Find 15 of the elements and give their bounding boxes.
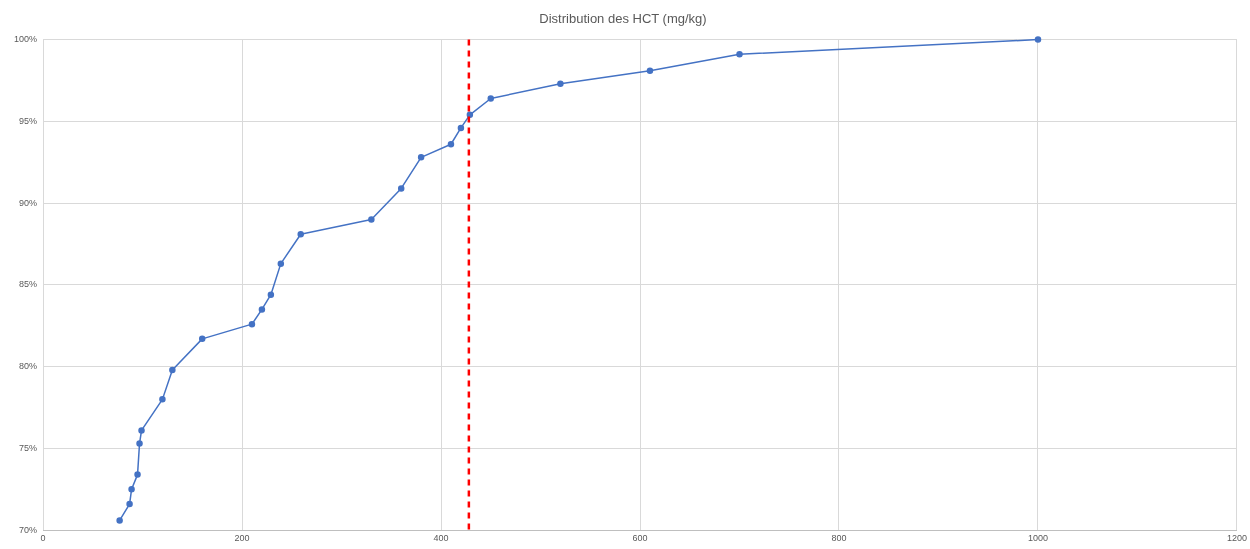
y-tick-label: 80% (19, 361, 38, 372)
x-tick-label: 0 (40, 533, 46, 544)
x-tick-label: 800 (831, 533, 847, 544)
y-tick-label: 95% (19, 115, 38, 126)
x-tick-label: 1000 (1027, 533, 1049, 544)
y-tick-label: 85% (19, 279, 38, 290)
y-tick-label: 75% (19, 442, 38, 453)
y-tick-label: 70% (19, 524, 38, 535)
x-tick-label: 200 (234, 533, 250, 544)
x-tick-label: 1200 (1226, 533, 1247, 544)
y-tick-label: 90% (19, 197, 38, 208)
x-tick-label: 600 (632, 533, 648, 544)
chart-title: Distribution des HCT (mg/kg) (539, 11, 707, 27)
x-tick-label: 400 (433, 533, 449, 544)
y-tick-label: 100% (13, 34, 38, 45)
